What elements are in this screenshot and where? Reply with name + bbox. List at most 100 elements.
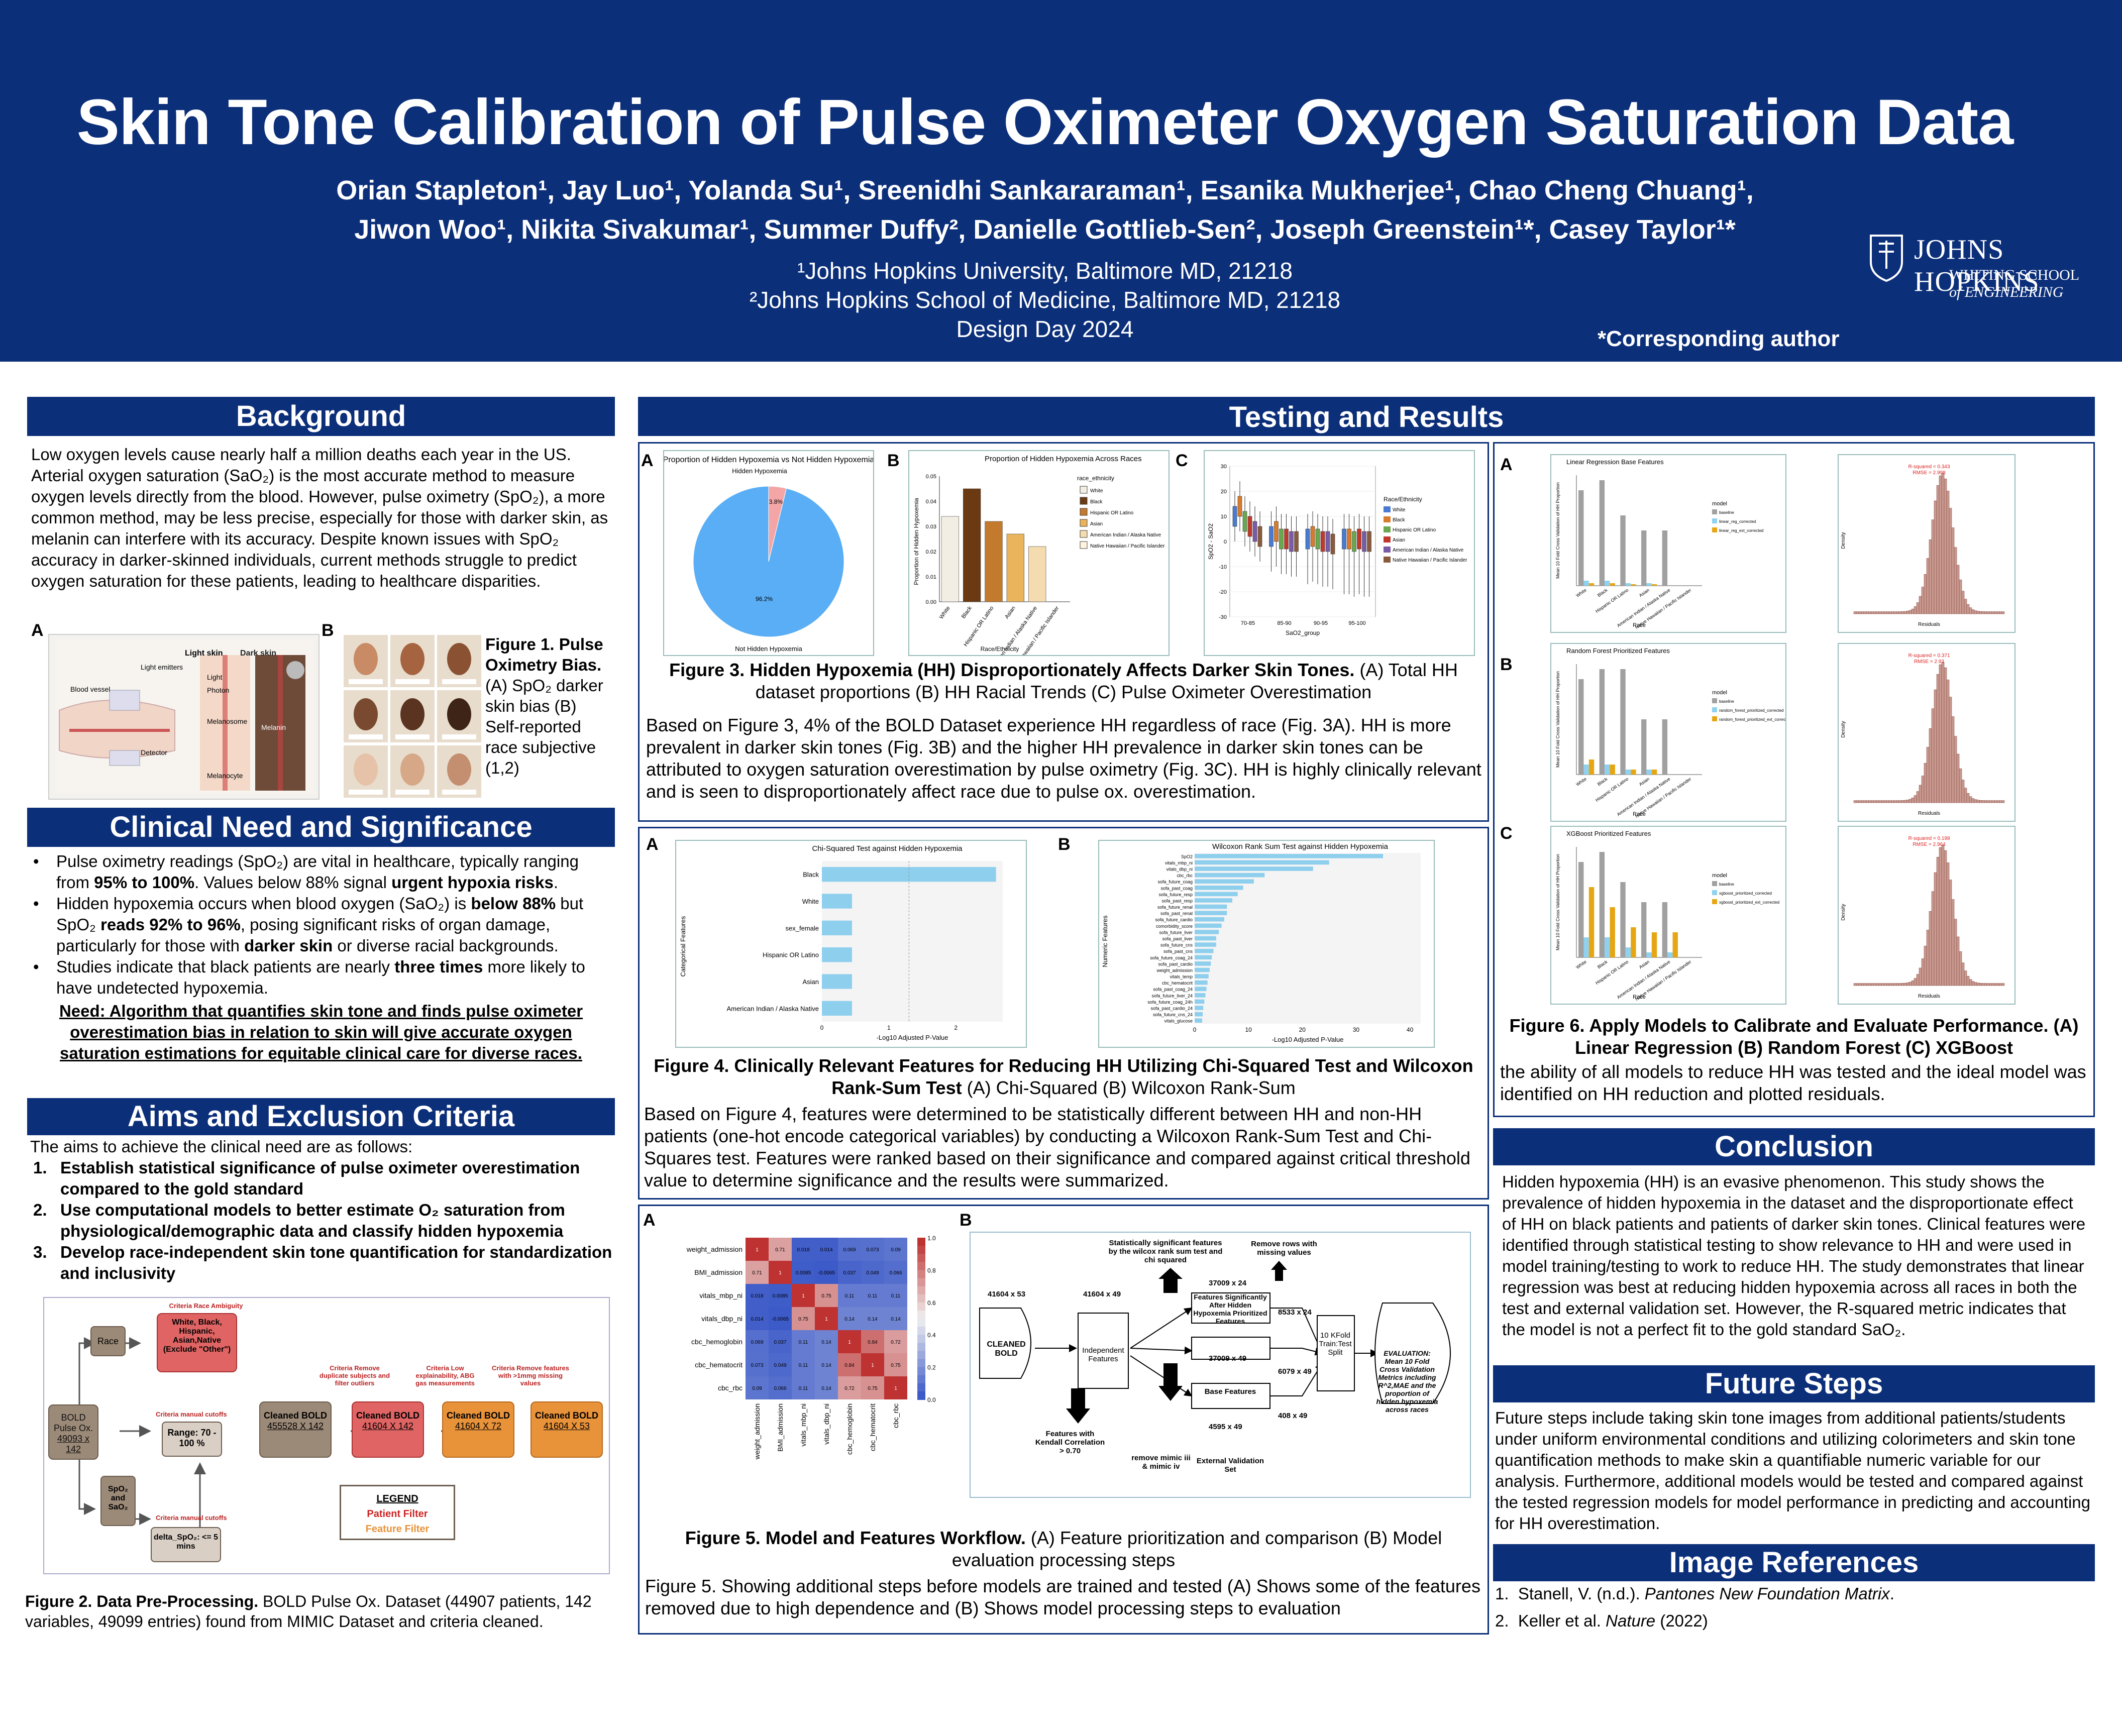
fig6-bar xyxy=(1599,669,1605,775)
fig5a-col-label-2: vitals_mbp_ni xyxy=(799,1403,807,1447)
fig4a-bar-4 xyxy=(822,974,852,989)
fig5a-cell-label: 0.11 xyxy=(891,1293,901,1299)
fig2-race-node: Race xyxy=(90,1326,126,1356)
fig3b-legend-label-4: American Indian / Alaska Native xyxy=(1090,532,1161,538)
fig6-legend-label: xgboost_prioritized_ext_corrected xyxy=(1719,900,1779,905)
fig5a-colorbar-step xyxy=(917,1367,925,1376)
face-caption-bar xyxy=(442,679,476,684)
fig5a-cell-label: 0.069 xyxy=(843,1247,856,1253)
fig4-text: Based on Figure 4, features were determi… xyxy=(644,1104,1470,1190)
fig3b-legend-label-3: Asian xyxy=(1090,521,1103,527)
fig4b-ytick-16: sofa_future_coag_24 xyxy=(1150,955,1193,960)
fig3-label-c: C xyxy=(1176,451,1188,470)
jhu-logo: JOHNS HOPKINS WHITING SCHOOL of ENGINEER… xyxy=(1869,234,2090,309)
face-swatch xyxy=(354,753,378,786)
face-swatch xyxy=(400,643,425,675)
fig3c-ytick: 30 xyxy=(1221,464,1227,470)
fig5a-colorbar-step xyxy=(917,1343,925,1352)
fig5a-cell-label: 0.11 xyxy=(799,1386,808,1391)
fig6-hist-bin xyxy=(1999,611,2002,614)
fig6-legend-label: linear_reg_corrected xyxy=(1719,519,1756,524)
fig3b-bar-1 xyxy=(963,488,981,602)
fig3a-hh-label: Hidden Hypoxemia xyxy=(732,467,788,475)
fig4b-xtick: 10 xyxy=(1245,1026,1252,1033)
fig6-hist-bin xyxy=(1934,500,1937,614)
fig5a-cell xyxy=(769,1307,792,1330)
fig6-hist-bin xyxy=(1939,475,1942,614)
fig6-hist-bin xyxy=(1891,611,1894,614)
fig6-bar xyxy=(1610,765,1615,775)
fig5a-cell xyxy=(838,1261,861,1284)
fig6-hist-bin xyxy=(1956,565,1960,614)
fig6-hist-bin xyxy=(1966,604,1970,614)
fig6-hist-bin xyxy=(1893,611,1897,614)
fig5a-cell-label: 1 xyxy=(802,1293,805,1299)
fig6-hist-bin xyxy=(1921,587,1925,614)
fig6-ylabel: Mean 10 Fold Cross Validation of HH Prop… xyxy=(1555,854,1560,950)
fig6-bar xyxy=(1578,679,1584,775)
fig6-hist-bin xyxy=(1964,970,1967,986)
fig4a-ytick-3: Hispanic OR Latino xyxy=(763,951,819,959)
fig4b-bar-21 xyxy=(1195,987,1207,992)
fig6-hist-bin xyxy=(1871,800,1874,803)
fig5a-cell-label: 0.14 xyxy=(821,1340,831,1345)
fig4b-bar-0 xyxy=(1195,854,1383,858)
fig5a-cell-label: 0.14 xyxy=(821,1386,831,1391)
fig6-hist-bin xyxy=(1931,891,1935,986)
fig5b-workflow xyxy=(970,1232,1471,1498)
fig6-hist-bin xyxy=(1941,845,1945,986)
fig5a-cell xyxy=(815,1376,838,1399)
fig6-hist-bin xyxy=(1969,979,1972,986)
fig6-bar xyxy=(1662,719,1668,775)
fig4a-xlabel: -Log10 Adjusted P-Value xyxy=(877,1034,948,1041)
fig3c-legend-swatch-1 xyxy=(1384,516,1391,522)
fig4b-ytick-4: sofa_future_coag xyxy=(1157,880,1193,885)
fig1-caption-title: Figure 1. Pulse Oximetry Bias. xyxy=(485,635,603,674)
fig6-hist-bin xyxy=(1906,983,1909,986)
fig3a-not-hh-label: Not Hidden Hypoxemia xyxy=(735,645,802,653)
fig3c-legend-swatch-4 xyxy=(1384,547,1391,553)
fig6-hist-bin xyxy=(1853,983,1857,986)
fig3b-ytick: 0.05 xyxy=(926,474,936,480)
fig6-hist-bin xyxy=(1959,951,1962,986)
fig6-residual-stat-1: RMSE = 2.93 xyxy=(1914,659,1944,665)
fig6-hist-bin xyxy=(1981,983,1985,986)
fig4b-ytick-2: vitals_dbp_ni xyxy=(1166,866,1193,872)
fig5a-row-label-6: cbc_rbc xyxy=(718,1384,742,1392)
fig6-xtick: Black xyxy=(1597,959,1609,969)
fig6-hist-bin xyxy=(1954,919,1957,986)
affiliations: ¹Johns Hopkins University, Baltimore MD,… xyxy=(0,256,2090,344)
fig5b-stat-sig: Statistically significant features by th… xyxy=(1108,1239,1223,1264)
fig6-bar xyxy=(1599,480,1605,586)
fig5b-d2: 6079 x 49 xyxy=(1278,1367,1312,1376)
fig6-bar xyxy=(1588,887,1595,957)
fig3b-title: Proportion of Hidden Hypoxemia Across Ra… xyxy=(985,455,1142,463)
fig6-hist-bin xyxy=(1956,936,1960,986)
fig6-hist-bin xyxy=(1916,602,1920,614)
fig6-bar-svg-1: Random Forest Prioritized Features White B… xyxy=(1555,647,1791,819)
fig2-legend-patient: Patient Filter xyxy=(367,1508,428,1520)
fig4b-bar-11 xyxy=(1195,923,1222,928)
fig6-hist-bin xyxy=(1891,983,1894,986)
fig4b-svg: Wilcoxon Rank Sum Test against Hidden Hy… xyxy=(1101,842,1421,1043)
fig6-legend-swatch xyxy=(1712,527,1717,532)
fig5a-cell-label: 0.014 xyxy=(820,1247,832,1253)
fig3b-xtick-1: Black xyxy=(961,605,974,619)
fig1b-face-grid xyxy=(343,634,483,800)
fig4b-bar-19 xyxy=(1195,974,1209,979)
fig3c-box xyxy=(1305,528,1310,550)
fig5a-cell xyxy=(815,1261,838,1284)
fig5b-kfold: 10 KFold Train:Test Split xyxy=(1319,1331,1352,1357)
authors-line-2: Jiwon Woo¹, Nikita Sivakumar¹, Summer Du… xyxy=(354,214,1736,245)
fig4b-ytick-8: sofa_future_renal xyxy=(1157,905,1193,910)
logo-wordmark: JOHNS HOPKINS xyxy=(1914,234,2040,297)
fig5a-cell-label: 1 xyxy=(779,1270,782,1276)
fig3a-pie-chart: Proportion of Hidden Hypoxemia vs Not Hi… xyxy=(663,450,874,656)
fig4b-bar-26 xyxy=(1195,1018,1202,1023)
fig5a-cell xyxy=(792,1238,815,1261)
fig5a-cell-label: 0.073 xyxy=(751,1363,763,1368)
fig6-hist-bin xyxy=(1954,736,1957,803)
fig6-hist-bin xyxy=(1873,983,1877,986)
fig6-hist-bin xyxy=(1991,611,1995,614)
fig5a-colorbar-step xyxy=(917,1359,925,1368)
